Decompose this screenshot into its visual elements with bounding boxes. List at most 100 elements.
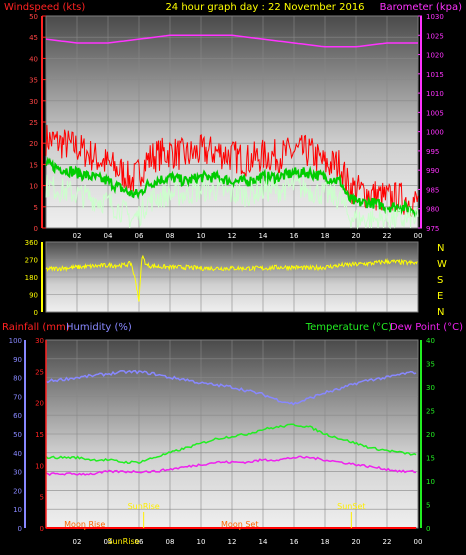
humidity-tick-label: 20	[13, 487, 22, 495]
rain-axis-label: Rainfall (mm)	[2, 322, 70, 333]
dir-tick-label: 360	[25, 239, 38, 247]
humidity-tick-label: 90	[13, 356, 22, 364]
rain-tick-label: 10	[35, 462, 44, 470]
baro-tick-label: 1000	[426, 129, 444, 137]
clim-x-tick-label: 02	[73, 538, 82, 546]
series-dew-point	[45, 455, 417, 476]
temp-tick-label: 0	[426, 525, 430, 533]
wind-tick-label: 50	[29, 13, 38, 21]
wind-x-tick-label: 10	[197, 232, 206, 240]
humidity-tick-label: 100	[9, 337, 22, 345]
series-temperature	[45, 423, 417, 465]
wind-tick-label: 0	[34, 225, 38, 233]
wind-x-tick-label: 20	[352, 232, 361, 240]
event-annotation: Moon Rise	[64, 520, 105, 529]
clim-x-tick-label: 18	[321, 538, 330, 546]
wind-tick-label: 20	[29, 140, 38, 148]
dir-tick-label: 0	[34, 309, 38, 317]
humidity-tick-label: 0	[18, 525, 22, 533]
compass-label: S	[437, 275, 443, 286]
rain-tick-label: 0	[40, 525, 44, 533]
series-wind-direction	[45, 254, 418, 302]
wind-axis-label: Windspeed (kts)	[4, 2, 85, 13]
event-annotation: SunSet	[337, 502, 365, 511]
series-barometer	[45, 34, 418, 48]
compass-label: N	[437, 243, 444, 254]
rain-tick-label: 20	[35, 400, 44, 408]
dew-axis-label: Dew Point (°C)	[390, 322, 463, 333]
wind-tick-label: 40	[29, 55, 38, 63]
humidity-tick-label: 80	[13, 375, 22, 383]
clim-x-tick-label: 14	[259, 538, 268, 546]
temp-tick-label: 30	[426, 384, 435, 392]
event-annotation: Moon Set	[221, 520, 258, 529]
baro-tick-label: 995	[426, 148, 439, 156]
baro-tick-label: 1010	[426, 90, 444, 98]
compass-label: W	[437, 259, 447, 270]
rain-tick-label: 5	[40, 494, 44, 502]
wind-x-tick-label: 14	[259, 232, 268, 240]
rain-tick-label: 30	[35, 337, 44, 345]
clim-x-tick-label: 12	[228, 538, 237, 546]
clim-x-tick-label: 20	[352, 538, 361, 546]
humidity-axis-label: Humidity (%)	[66, 322, 132, 333]
wind-tick-label: 10	[29, 183, 38, 191]
wind-x-tick-label: 18	[321, 232, 330, 240]
temp-tick-label: 10	[426, 478, 435, 486]
wind-tick-label: 30	[29, 98, 38, 106]
event-annotation: SunRise	[107, 537, 139, 546]
graph-title: 24 hour graph day : 22 November 2016	[165, 2, 364, 13]
wind-tick-label: 35	[29, 77, 38, 85]
clim-x-tick-label: 04	[104, 538, 113, 546]
temp-tick-label: 25	[426, 408, 435, 416]
clim-x-tick-label: 10	[197, 538, 206, 546]
humidity-tick-label: 10	[13, 506, 22, 514]
wind-tick-label: 15	[29, 161, 38, 169]
temp-tick-label: 5	[426, 502, 430, 510]
wind-x-tick-label: 22	[383, 232, 392, 240]
clim-x-tick-label: 06	[135, 538, 144, 546]
baro-tick-label: 990	[426, 167, 439, 175]
wind-x-tick-label: 00	[414, 232, 423, 240]
wind-tick-label: 45	[29, 34, 38, 42]
wind-x-tick-label: 02	[73, 232, 82, 240]
wind-x-tick-label: 06	[135, 232, 144, 240]
wind-tick-label: 25	[29, 119, 38, 127]
rain-tick-label: 25	[35, 368, 44, 376]
clim-x-tick-label: 16	[290, 538, 299, 546]
event-annotation: SunRise	[128, 502, 160, 511]
dir-tick-label: 90	[29, 292, 38, 300]
baro-tick-label: 1005	[426, 109, 444, 117]
series-humidity	[45, 369, 417, 406]
temp-tick-label: 15	[426, 455, 435, 463]
humidity-tick-label: 30	[13, 469, 22, 477]
series-average	[45, 156, 419, 219]
baro-tick-label: 1020	[426, 52, 444, 60]
baro-tick-label: 975	[426, 225, 439, 233]
baro-tick-label: 1030	[426, 13, 444, 21]
temp-tick-label: 20	[426, 431, 435, 439]
dir-tick-label: 270	[25, 257, 38, 265]
humidity-tick-label: 50	[13, 431, 22, 439]
compass-label: E	[437, 291, 443, 302]
baro-tick-label: 1025	[426, 32, 444, 40]
baro-axis-label: Barometer (kpa)	[380, 2, 462, 13]
wind-tick-label: 5	[34, 204, 38, 212]
baro-tick-label: 1015	[426, 71, 444, 79]
wind-x-tick-label: 08	[166, 232, 175, 240]
compass-label: N	[437, 307, 444, 318]
temp-tick-label: 35	[426, 361, 435, 369]
baro-tick-label: 980	[426, 206, 439, 214]
clim-x-tick-label: 22	[383, 538, 392, 546]
dir-tick-label: 180	[25, 274, 38, 282]
wind-x-tick-label: 04	[104, 232, 113, 240]
temp-tick-label: 40	[426, 337, 435, 345]
humidity-tick-label: 40	[13, 450, 22, 458]
rain-tick-label: 15	[35, 431, 44, 439]
series-wind	[45, 174, 419, 230]
wind-x-tick-label: 16	[290, 232, 299, 240]
temp-axis-label: Temperature (°C)	[305, 322, 392, 333]
wind-x-tick-label: 12	[228, 232, 237, 240]
baro-tick-label: 985	[426, 186, 439, 194]
